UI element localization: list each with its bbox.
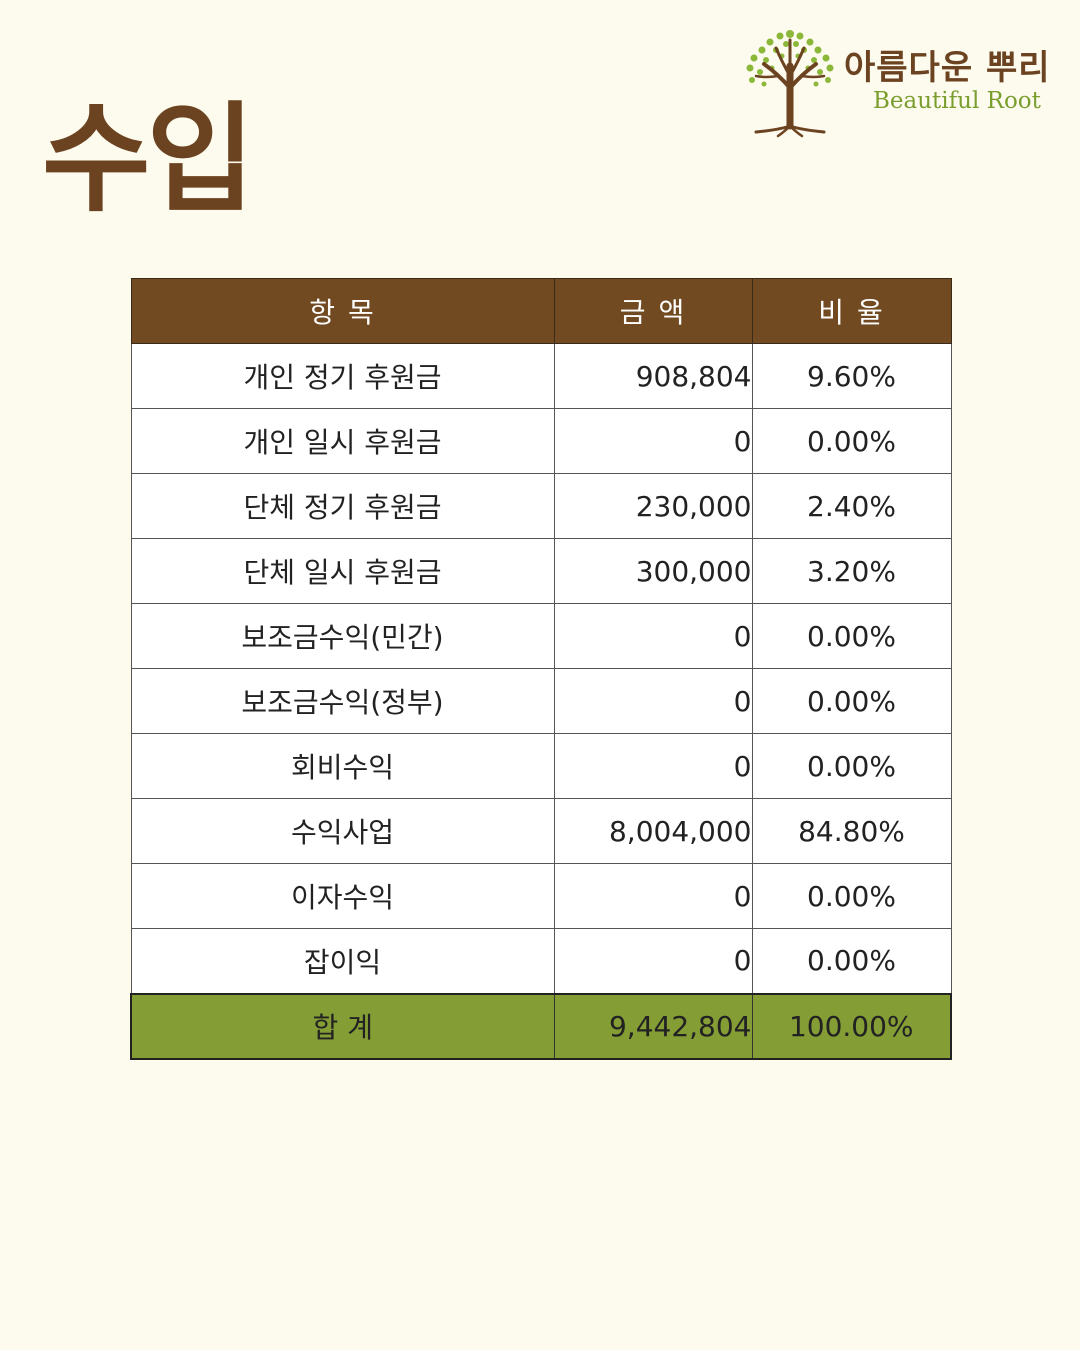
table-row: 보조금수익(민간) 0 0.00% (130, 603, 952, 669)
cell-ratio: 2.40% (751, 473, 952, 539)
cell-item: 회비수익 (130, 733, 555, 799)
brand-logo: 아름다운 뿌리 Beautiful Root (742, 26, 1072, 138)
cell-item: 단체 일시 후원금 (130, 538, 555, 604)
header-amount: 금 액 (553, 278, 753, 344)
total-label: 합 계 (130, 993, 555, 1059)
table-row: 수익사업 8,004,000 84.80% (130, 798, 952, 864)
table-row: 잡이익 0 0.00% (130, 928, 952, 994)
cell-item: 보조금수익(정부) (130, 668, 555, 734)
cell-ratio: 3.20% (751, 538, 952, 604)
brand-name-english: Beautiful Root (873, 88, 1041, 114)
cell-amount: 0 (553, 863, 753, 929)
table-row: 이자수익 0 0.00% (130, 863, 952, 929)
cell-ratio: 0.00% (751, 733, 952, 799)
cell-item: 수익사업 (130, 798, 555, 864)
table-row: 단체 일시 후원금 300,000 3.20% (130, 538, 952, 604)
cell-amount: 908,804 (553, 343, 753, 409)
cell-amount: 300,000 (553, 538, 753, 604)
cell-ratio: 9.60% (751, 343, 952, 409)
brand-name-korean: 아름다운 뿌리 (844, 48, 1051, 88)
tree-icon (746, 30, 834, 138)
table-row: 단체 정기 후원금 230,000 2.40% (130, 473, 952, 539)
cell-ratio: 0.00% (751, 863, 952, 929)
table-header-row: 항 목 금 액 비 율 (130, 278, 952, 344)
cell-amount: 0 (553, 733, 753, 799)
cell-item: 잡이익 (130, 928, 555, 994)
cell-ratio: 0.00% (751, 668, 952, 734)
header-item: 항 목 (130, 278, 555, 344)
cell-amount: 230,000 (553, 473, 753, 539)
cell-ratio: 0.00% (751, 603, 952, 669)
cell-item: 개인 일시 후원금 (130, 408, 555, 474)
income-table: 항 목 금 액 비 율 개인 정기 후원금 908,804 9.60% 개인 일… (130, 278, 952, 1060)
cell-amount: 0 (553, 603, 753, 669)
cell-ratio: 0.00% (751, 408, 952, 474)
total-ratio: 100.00% (751, 993, 952, 1059)
cell-item: 이자수익 (130, 863, 555, 929)
cell-item: 개인 정기 후원금 (130, 343, 555, 409)
table-row: 회비수익 0 0.00% (130, 733, 952, 799)
cell-amount: 0 (553, 668, 753, 734)
table-total-row: 합 계 9,442,804 100.00% (130, 993, 952, 1059)
cell-item: 단체 정기 후원금 (130, 473, 555, 539)
cell-amount: 0 (553, 408, 753, 474)
table-row: 보조금수익(정부) 0 0.00% (130, 668, 952, 734)
cell-amount: 8,004,000 (553, 798, 753, 864)
cell-amount: 0 (553, 928, 753, 994)
table-row: 개인 정기 후원금 908,804 9.60% (130, 343, 952, 409)
total-amount: 9,442,804 (553, 993, 753, 1059)
cell-item: 보조금수익(민간) (130, 603, 555, 669)
cell-ratio: 0.00% (751, 928, 952, 994)
cell-ratio: 84.80% (751, 798, 952, 864)
header-ratio: 비 율 (751, 278, 952, 344)
table-row: 개인 일시 후원금 0 0.00% (130, 408, 952, 474)
page-title: 수입 (42, 90, 255, 228)
